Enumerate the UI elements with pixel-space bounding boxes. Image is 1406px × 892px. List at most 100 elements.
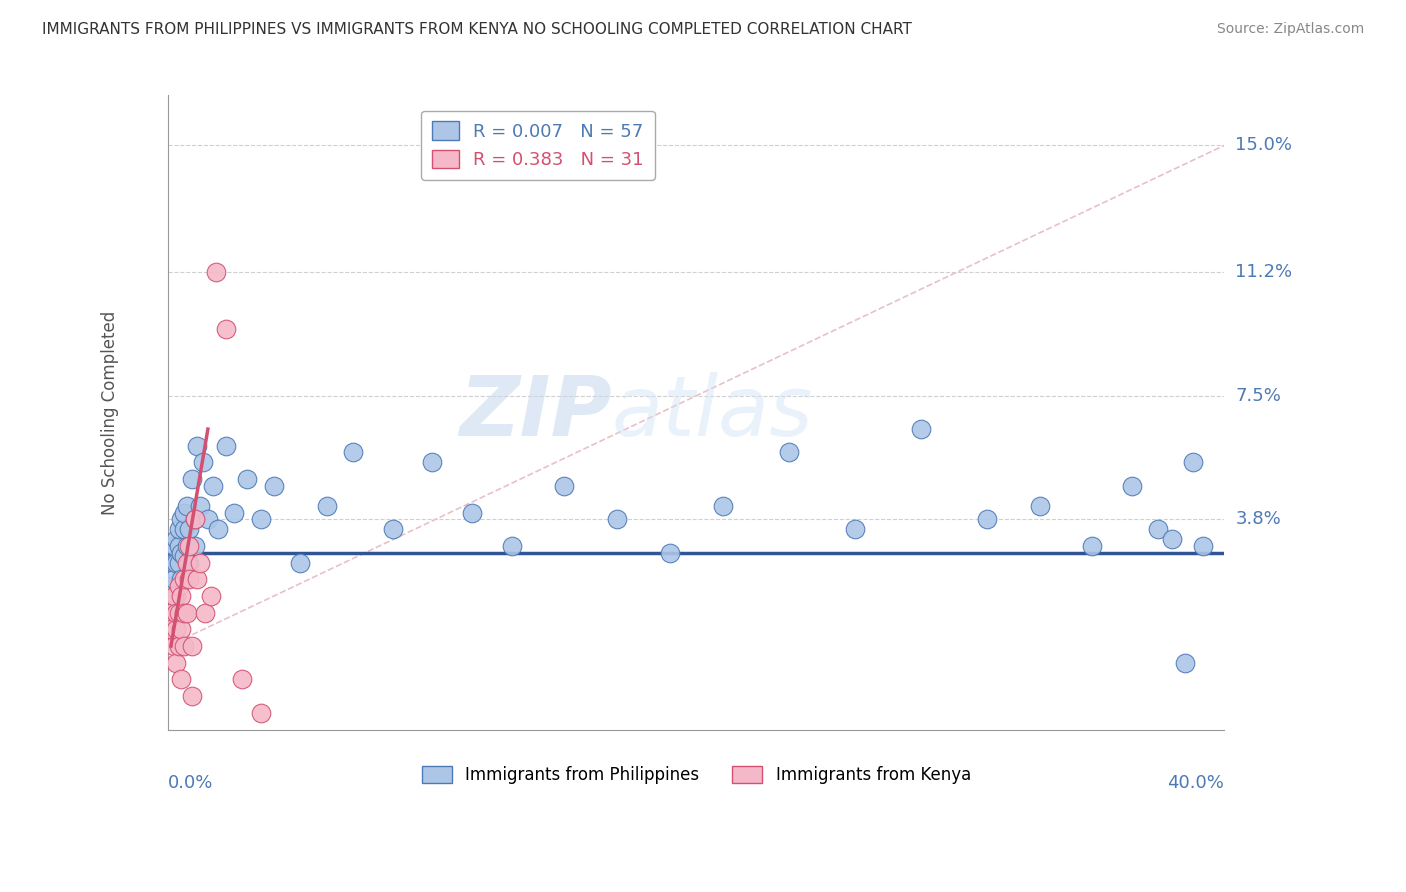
Point (231, 673, 253, 687)
Point (844, 522, 866, 536)
Point (176, 606, 198, 620)
Point (160, 606, 183, 620)
Point (224, 506, 246, 520)
Point (1181, 455, 1204, 469)
Point (181, 472, 204, 486)
Point (263, 479, 285, 493)
Point (170, 623, 193, 637)
Text: Source: ZipAtlas.com: Source: ZipAtlas.com (1216, 22, 1364, 37)
Point (173, 506, 195, 520)
Point (186, 572, 208, 586)
Point (183, 512, 205, 526)
Point (194, 606, 217, 620)
Point (173, 606, 195, 620)
Point (188, 556, 211, 570)
Point (1160, 533, 1182, 547)
Point (191, 455, 214, 469)
Point (173, 549, 195, 563)
Point (165, 556, 187, 570)
Point (167, 556, 190, 570)
Point (188, 499, 211, 513)
Text: 7.5%: 7.5% (1236, 387, 1281, 405)
Point (204, 265, 226, 279)
Point (501, 539, 523, 553)
Point (976, 512, 998, 526)
Point (167, 539, 190, 553)
Point (181, 689, 204, 703)
Point (165, 623, 187, 637)
Point (1081, 539, 1104, 553)
Point (215, 322, 238, 336)
Point (176, 499, 198, 513)
Point (381, 522, 404, 536)
Text: 40.0%: 40.0% (1167, 774, 1225, 792)
Point (1147, 522, 1170, 536)
Point (176, 556, 198, 570)
Point (249, 706, 271, 720)
Point (778, 445, 800, 459)
Point (167, 639, 190, 653)
Point (173, 572, 195, 586)
Point (165, 606, 187, 620)
Point (1192, 539, 1215, 553)
Point (658, 545, 681, 559)
Point (553, 479, 575, 493)
Point (202, 479, 225, 493)
Point (162, 556, 184, 570)
Text: IMMIGRANTS FROM PHILIPPINES VS IMMIGRANTS FROM KENYA NO SCHOOLING COMPLETED CORR: IMMIGRANTS FROM PHILIPPINES VS IMMIGRANT… (42, 22, 912, 37)
Point (1121, 479, 1143, 493)
Point (173, 639, 195, 653)
Point (181, 639, 204, 653)
Point (183, 512, 205, 526)
Point (179, 539, 201, 553)
Point (160, 623, 183, 637)
Legend: Immigrants from Philippines, Immigrants from Kenya: Immigrants from Philippines, Immigrants … (415, 759, 977, 791)
Point (176, 539, 198, 553)
Point (461, 506, 484, 520)
Text: 15.0%: 15.0% (1236, 136, 1292, 154)
Text: 3.8%: 3.8% (1236, 510, 1281, 528)
Point (160, 579, 183, 593)
Point (236, 472, 259, 486)
Text: No Schooling Completed: No Schooling Completed (101, 310, 120, 515)
Point (162, 572, 184, 586)
Point (167, 522, 190, 536)
Point (179, 556, 201, 570)
Point (183, 539, 205, 553)
Point (1174, 656, 1197, 670)
Text: 0.0%: 0.0% (169, 774, 214, 792)
Point (162, 639, 184, 653)
Point (186, 439, 208, 453)
Point (207, 522, 229, 536)
Point (249, 512, 271, 526)
Point (711, 499, 734, 513)
Point (606, 512, 628, 526)
Point (179, 572, 201, 586)
Point (200, 589, 222, 603)
Point (420, 455, 443, 469)
Point (315, 499, 337, 513)
Text: atlas: atlas (612, 372, 814, 453)
Point (170, 589, 193, 603)
Point (165, 656, 187, 670)
Point (167, 579, 190, 593)
Point (170, 545, 193, 559)
Text: ZIP: ZIP (460, 372, 612, 453)
Point (173, 522, 195, 536)
Point (162, 589, 184, 603)
Point (170, 673, 193, 687)
Point (342, 445, 364, 459)
Point (910, 422, 932, 436)
Point (1028, 499, 1050, 513)
Point (167, 606, 190, 620)
Point (179, 522, 201, 536)
Point (290, 556, 312, 570)
Point (165, 589, 187, 603)
Point (215, 439, 238, 453)
Point (170, 512, 193, 526)
Point (162, 539, 184, 553)
Point (170, 572, 193, 586)
Point (197, 512, 219, 526)
Text: 11.2%: 11.2% (1236, 263, 1292, 281)
Point (165, 533, 187, 547)
